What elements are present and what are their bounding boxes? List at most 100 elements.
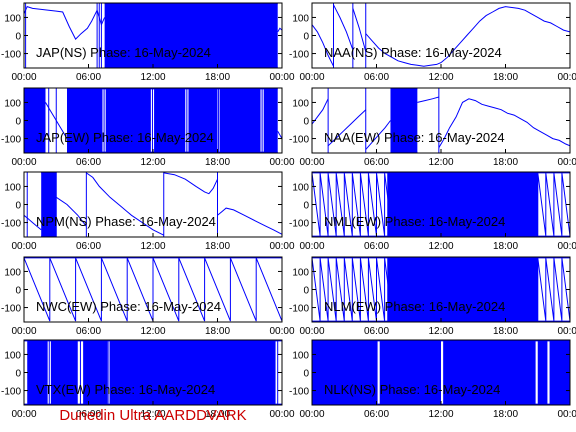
y-tick-label: 100 — [292, 267, 309, 278]
panel-title: NLK(NS) Phase: 16-May-2024 — [324, 382, 500, 397]
x-tick-label: 00:00 — [557, 326, 576, 337]
series-segment-7 — [217, 207, 282, 235]
panel-1: 100 0 -100 00:00 06:00 12:00 18:00 00:00 JAP(NS)… — [1, 2, 295, 83]
x-tick-label: 00:00 — [269, 241, 294, 252]
x-tick-label: 00:00 — [557, 241, 576, 252]
y-tick-label: -100 — [289, 219, 309, 230]
panel-2: 100 0 -100 00:00 06:00 12:00 18:00 00:00 NAA(NS)… — [289, 2, 576, 83]
x-tick-label: 00:00 — [269, 157, 294, 168]
panel-5: 100 0 -100 00:00 06:00 12:00 18:00 00:00 NPM(NS)… — [1, 171, 295, 252]
plot-area — [312, 3, 570, 68]
series-segment-4 — [56, 196, 87, 227]
y-tick-label: 0 — [15, 117, 21, 128]
plot-area — [312, 88, 570, 153]
x-tick-label: 00:00 — [299, 241, 324, 252]
series-segment-4 — [277, 27, 282, 33]
data-band-5 — [549, 340, 570, 405]
panel-title: JAP(EW) Phase: 16-May-2024 — [36, 130, 214, 145]
y-tick-label: -100 — [1, 387, 21, 398]
data-band-2 — [67, 88, 103, 153]
x-tick-label: 12:00 — [428, 157, 453, 168]
x-tick-label: 18:00 — [493, 157, 518, 168]
series-segment-5 — [440, 6, 570, 63]
data-band-1 — [41, 172, 57, 237]
x-tick-label: 00:00 — [11, 157, 36, 168]
series-segment-2 — [333, 4, 354, 51]
y-tick-label: 0 — [15, 32, 21, 43]
data-band-3 — [83, 340, 108, 405]
x-tick-label: 06:00 — [76, 157, 101, 168]
y-tick-label: 0 — [303, 201, 309, 212]
y-tick-label: 0 — [303, 117, 309, 128]
x-tick-label: 06:00 — [364, 241, 389, 252]
x-tick-label: 00:00 — [11, 409, 36, 420]
data-band-4 — [154, 88, 186, 153]
x-tick-label: 00:00 — [557, 409, 576, 420]
plot-area — [24, 88, 282, 153]
data-band-1 — [27, 340, 48, 405]
x-tick-label: 06:00 — [76, 72, 101, 83]
data-band-2 — [50, 340, 78, 405]
plot-area — [24, 3, 282, 68]
panel-10: 100 0 -100 00:00 06:00 12:00 18:00 00:00 NLK(NS)… — [289, 339, 576, 420]
y-tick-label: -100 — [289, 50, 309, 61]
x-tick-label: 18:00 — [205, 326, 230, 337]
y-tick-label: 0 — [15, 201, 21, 212]
data-band-4 — [537, 340, 548, 405]
x-tick-label: 00:00 — [269, 409, 294, 420]
panel-title: NAA(NS) Phase: 16-May-2024 — [324, 45, 502, 60]
panel-title: NLM(EW) Phase: 16-May-2024 — [324, 299, 505, 314]
x-tick-label: 12:00 — [140, 409, 165, 420]
x-tick-label: 00:00 — [269, 326, 294, 337]
panel-7: 100 0 -100 00:00 06:00 12:00 18:00 00:00 NWC(EW)… — [1, 256, 295, 337]
x-tick-label: 18:00 — [493, 326, 518, 337]
y-tick-label: 100 — [4, 13, 21, 24]
y-tick-label: 0 — [15, 369, 21, 380]
data-band-7 — [263, 88, 278, 153]
x-tick-label: 18:00 — [205, 409, 230, 420]
plot-area — [312, 340, 570, 405]
y-tick-label: 0 — [15, 286, 21, 297]
x-tick-label: 06:00 — [76, 409, 101, 420]
x-tick-label: 18:00 — [205, 241, 230, 252]
panel-9: 100 0 -100 00:00 06:00 12:00 18:00 00:00 VTX(EW)… — [1, 339, 295, 420]
x-tick-label: 00:00 — [11, 241, 36, 252]
x-tick-label: 12:00 — [428, 72, 453, 83]
x-tick-label: 00:00 — [299, 326, 324, 337]
x-tick-label: 18:00 — [493, 241, 518, 252]
y-tick-label: 0 — [303, 286, 309, 297]
data-band-1 — [24, 88, 46, 153]
series-segment-1 — [24, 5, 106, 40]
y-tick-label: -100 — [1, 304, 21, 315]
x-tick-label: 12:00 — [140, 157, 165, 168]
plot-area — [24, 340, 282, 405]
y-tick-label: 0 — [303, 32, 309, 43]
panel-title: NPM(NS) Phase: 16-May-2024 — [36, 214, 216, 229]
series-segment-2 — [327, 109, 367, 147]
y-tick-label: -100 — [1, 219, 21, 230]
x-tick-label: 06:00 — [364, 157, 389, 168]
x-tick-label: 00:00 — [11, 326, 36, 337]
x-tick-label: 18:00 — [493, 409, 518, 420]
data-band-1 — [390, 88, 418, 153]
x-tick-label: 12:00 — [428, 326, 453, 337]
data-band-3 — [105, 88, 151, 153]
panel-4: 100 0 -100 00:00 06:00 12:00 18:00 00:00 NAA(EW)… — [289, 87, 576, 168]
panel-title: VTX(EW) Phase: 16-May-2024 — [36, 382, 215, 397]
y-tick-label: -100 — [1, 50, 21, 61]
x-tick-label: 00:00 — [557, 157, 576, 168]
y-tick-label: -100 — [1, 135, 21, 146]
panel-title: JAP(NS) Phase: 16-May-2024 — [36, 45, 211, 60]
series-segment-6 — [277, 131, 282, 139]
y-tick-label: 100 — [292, 182, 309, 193]
data-band-6 — [219, 88, 261, 153]
x-tick-label: 18:00 — [205, 72, 230, 83]
data-band-1 — [312, 340, 378, 405]
y-tick-label: 100 — [4, 98, 21, 109]
x-tick-label: 18:00 — [205, 157, 230, 168]
panel-title: NML(EW) Phase: 16-May-2024 — [324, 214, 505, 229]
data-band-5 — [188, 88, 218, 153]
x-tick-label: 12:00 — [140, 241, 165, 252]
panel-title: NAA(EW) Phase: 16-May-2024 — [324, 130, 505, 145]
